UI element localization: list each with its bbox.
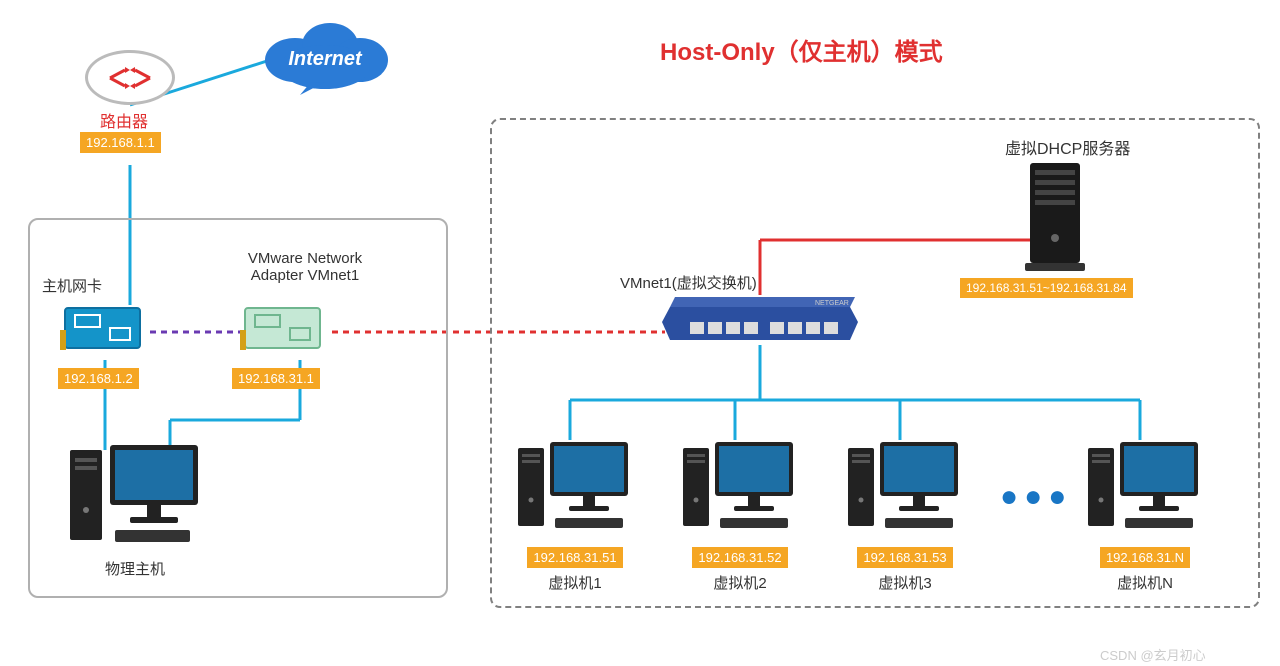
vmnet-adapter-label-l1: VMware Network: [248, 250, 362, 267]
router-label: 路由器: [100, 108, 148, 132]
vmnet-adapter-label: VMware Network Adapter VMnet1: [225, 250, 385, 284]
vmnet-adapter-ip: 192.168.31.1: [232, 368, 320, 389]
dhcp-label: 虚拟DHCP服务器: [1005, 135, 1130, 159]
host-nic-icon: [60, 300, 150, 355]
diagram-title: Host-Only（仅主机）模式: [660, 32, 943, 67]
switch-label: VMnet1(虚拟交换机): [620, 272, 757, 293]
vm-2: 192.168.31.52 虚拟机2: [680, 430, 800, 593]
vm-pc-icon: [680, 430, 800, 540]
vm-label: 虚拟机N: [1085, 572, 1205, 593]
router-icon: [85, 50, 175, 105]
dhcp-server-icon: [1010, 158, 1100, 278]
vm-ip: 192.168.31.N: [1100, 547, 1190, 568]
vm-ip: 192.168.31.51: [527, 547, 622, 568]
vm-ip: 192.168.31.53: [857, 547, 952, 568]
vm-pc-icon: [515, 430, 635, 540]
vm-label: 虚拟机1: [515, 572, 635, 593]
vm-label: 虚拟机3: [845, 572, 965, 593]
vm-pc-icon: [1085, 430, 1205, 540]
svg-text:NETGEAR: NETGEAR: [815, 300, 849, 307]
internet-label: Internet: [288, 48, 363, 70]
physical-pc-icon: [80, 430, 190, 550]
vm-ip: 192.168.31.52: [692, 547, 787, 568]
vm-pc-icon: [845, 430, 965, 540]
internet-cloud-icon: Internet: [250, 15, 400, 95]
host-nic-label: 主机网卡: [42, 275, 102, 296]
vm-3: 192.168.31.53 虚拟机3: [845, 430, 965, 593]
vm-1: 192.168.31.51 虚拟机1: [515, 430, 635, 593]
switch-icon: NETGEAR: [660, 292, 860, 347]
router-ip: 192.168.1.1: [80, 132, 161, 153]
network-diagram: Host-Only（仅主机）模式 Internet 路由器 192.168.1.…: [0, 0, 1280, 666]
vmnet-adapter-label-l2: Adapter VMnet1: [251, 267, 359, 284]
host-nic-ip: 192.168.1.2: [58, 368, 139, 389]
vm-4: 192.168.31.N 虚拟机N: [1085, 430, 1205, 593]
physical-pc-label: 物理主机: [105, 558, 165, 579]
vmnet-adapter-icon: [240, 300, 330, 355]
dhcp-range: 192.168.31.51~192.168.31.84: [960, 278, 1133, 298]
vm-label: 虚拟机2: [680, 572, 800, 593]
watermark: CSDN @玄月初心: [1100, 645, 1206, 664]
ellipsis-dots: ●●●: [1000, 480, 1072, 514]
